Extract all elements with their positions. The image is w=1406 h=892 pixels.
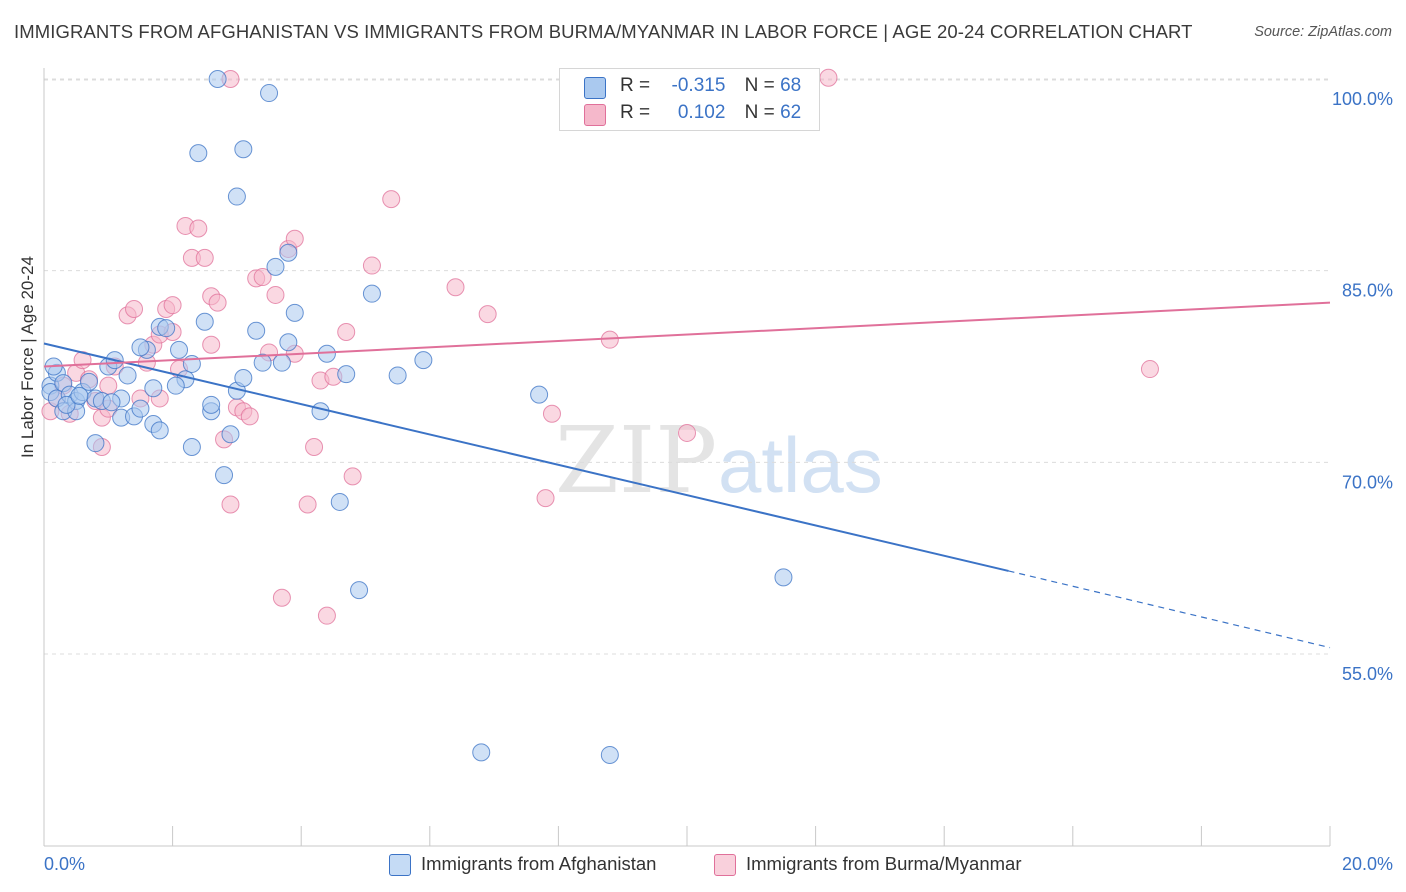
legend-r-label-2: R = xyxy=(620,102,651,123)
legend-n-value-1: 68 xyxy=(780,75,802,96)
trendline-afghanistan-extension xyxy=(1008,570,1331,649)
point-afghanistan xyxy=(272,353,291,372)
legend-n-value-2: 62 xyxy=(780,102,802,123)
point-afghanistan xyxy=(472,743,491,762)
point-afghanistan xyxy=(388,366,407,385)
point-burma xyxy=(189,219,208,238)
point-burma xyxy=(202,335,221,354)
point-afghanistan xyxy=(102,393,121,412)
point-afghanistan xyxy=(279,333,298,352)
point-afghanistan xyxy=(189,144,208,163)
point-afghanistan xyxy=(337,365,356,384)
point-afghanistan xyxy=(150,421,169,440)
point-afghanistan xyxy=(253,353,272,372)
point-afghanistan xyxy=(414,351,433,370)
x-tick-label: 0.0% xyxy=(44,854,85,874)
point-afghanistan xyxy=(195,312,214,331)
bottom-legend-label-burma: Immigrants from Burma/Myanmar xyxy=(746,853,1022,874)
point-burma xyxy=(536,489,555,508)
point-burma xyxy=(337,323,356,341)
point-burma xyxy=(125,300,144,318)
point-afghanistan xyxy=(227,187,246,206)
point-afghanistan xyxy=(266,257,285,276)
x-tick-label: 20.0% xyxy=(1342,854,1393,874)
point-burma xyxy=(1140,360,1159,379)
point-burma xyxy=(362,256,381,275)
y-tick-label: 100.0% xyxy=(1332,89,1393,109)
point-burma xyxy=(317,606,336,625)
point-burma xyxy=(678,423,696,442)
point-burma xyxy=(253,268,272,287)
point-afghanistan xyxy=(70,386,89,405)
point-afghanistan xyxy=(208,70,227,88)
point-afghanistan xyxy=(86,434,105,453)
point-afghanistan xyxy=(350,581,369,600)
point-burma xyxy=(298,495,317,514)
y-tick-label: 70.0% xyxy=(1342,472,1393,492)
point-burma xyxy=(240,407,259,426)
legend-swatch-pink xyxy=(584,104,606,126)
point-burma xyxy=(272,588,291,607)
y-axis-label: In Labor Force | Age 20-24 xyxy=(18,256,37,458)
point-afghanistan xyxy=(774,568,793,587)
point-afghanistan xyxy=(80,372,99,391)
point-burma xyxy=(221,495,240,514)
point-burma xyxy=(382,190,401,209)
correlation-legend: R = -0.315 N = 68 R = 0.102 N = 62 xyxy=(559,68,820,131)
point-afghanistan xyxy=(144,379,163,398)
point-afghanistan xyxy=(182,438,201,456)
point-afghanistan xyxy=(131,399,150,418)
point-afghanistan xyxy=(234,369,253,387)
legend-n-label-2: N = xyxy=(744,102,775,123)
point-afghanistan xyxy=(157,319,176,338)
point-afghanistan xyxy=(362,284,381,303)
legend-r-value-2: 0.102 xyxy=(677,102,726,123)
chart-source: Source: ZipAtlas.com xyxy=(1254,24,1392,40)
point-burma xyxy=(305,438,324,456)
point-burma xyxy=(208,293,227,312)
trendline-burma xyxy=(43,301,1331,368)
point-afghanistan xyxy=(166,376,185,395)
point-burma xyxy=(163,296,182,315)
y-tick-label: 55.0% xyxy=(1342,664,1393,684)
bottom-legend-label-afghanistan: Immigrants from Afghanistan xyxy=(421,853,657,874)
legend-swatch-blue xyxy=(584,77,606,99)
point-afghanistan xyxy=(215,466,234,485)
point-burma xyxy=(343,467,362,486)
point-burma xyxy=(266,285,285,304)
point-afghanistan xyxy=(247,321,266,340)
bottom-legend-swatch-pink xyxy=(714,854,736,876)
legend-r-label-1: R = xyxy=(620,75,651,96)
legend-n-label-1: N = xyxy=(744,75,775,96)
point-burma xyxy=(478,305,497,324)
point-burma xyxy=(195,248,214,267)
point-afghanistan xyxy=(202,395,221,414)
point-burma xyxy=(819,68,838,87)
point-burma xyxy=(542,404,561,423)
bottom-legend-swatch-blue xyxy=(389,854,411,876)
point-burma xyxy=(446,278,465,297)
point-afghanistan xyxy=(279,243,298,262)
point-burma xyxy=(99,376,118,395)
point-afghanistan xyxy=(118,366,137,385)
point-afghanistan xyxy=(530,385,549,404)
point-afghanistan xyxy=(170,340,189,359)
point-afghanistan xyxy=(330,492,349,511)
point-afghanistan xyxy=(260,84,279,103)
point-afghanistan xyxy=(131,338,150,357)
legend-r-value-1: -0.315 xyxy=(671,75,726,96)
point-afghanistan xyxy=(285,303,304,322)
trendline-afghanistan xyxy=(43,342,1009,572)
watermark-atlas: atlas xyxy=(718,421,883,509)
point-afghanistan xyxy=(57,395,76,414)
point-afghanistan xyxy=(311,402,330,421)
point-afghanistan xyxy=(234,140,253,159)
watermark-zip: ZIP xyxy=(555,407,717,514)
chart-title: IMMIGRANTS FROM AFGHANISTAN VS IMMIGRANT… xyxy=(14,21,1193,42)
y-tick-label: 85.0% xyxy=(1342,281,1393,301)
point-afghanistan xyxy=(221,425,240,444)
point-afghanistan xyxy=(600,745,619,764)
